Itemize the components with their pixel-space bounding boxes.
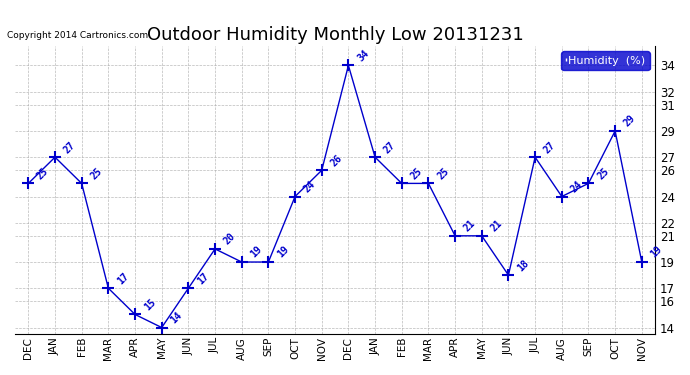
Text: 17: 17: [115, 271, 130, 286]
Text: Copyright 2014 Cartronics.com: Copyright 2014 Cartronics.com: [7, 30, 148, 39]
Text: 25: 25: [408, 166, 424, 181]
Text: 25: 25: [88, 166, 104, 181]
Text: 26: 26: [328, 153, 344, 168]
Text: 19: 19: [649, 244, 664, 260]
Text: 24: 24: [569, 179, 584, 194]
Text: 14: 14: [168, 310, 184, 326]
Text: 27: 27: [382, 140, 397, 155]
Text: 29: 29: [622, 113, 638, 129]
Text: 19: 19: [248, 244, 264, 260]
Text: 34: 34: [355, 48, 371, 63]
Text: 21: 21: [489, 218, 504, 234]
Text: 20: 20: [222, 231, 237, 247]
Text: 21: 21: [462, 218, 477, 234]
Text: 25: 25: [595, 166, 611, 181]
Text: 27: 27: [542, 140, 558, 155]
Title: Outdoor Humidity Monthly Low 20131231: Outdoor Humidity Monthly Low 20131231: [147, 26, 524, 44]
Text: 25: 25: [435, 166, 451, 181]
Text: 15: 15: [142, 297, 157, 312]
Text: 25: 25: [35, 166, 50, 181]
Legend: Humidity  (%): Humidity (%): [562, 51, 649, 70]
Text: 18: 18: [515, 258, 531, 273]
Text: 17: 17: [195, 271, 210, 286]
Text: 19: 19: [275, 244, 290, 260]
Text: 27: 27: [62, 140, 77, 155]
Text: 24: 24: [302, 179, 317, 194]
